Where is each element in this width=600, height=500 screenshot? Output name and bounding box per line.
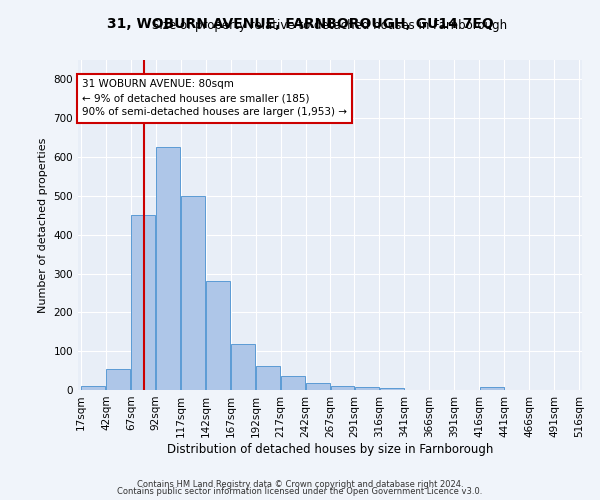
Bar [231, 344, 255, 390]
Bar [306, 383, 330, 390]
Y-axis label: Number of detached properties: Number of detached properties [38, 138, 48, 312]
Bar [82, 386, 106, 390]
Text: Contains HM Land Registry data © Crown copyright and database right 2024.: Contains HM Land Registry data © Crown c… [137, 480, 463, 489]
Text: Contains public sector information licensed under the Open Government Licence v3: Contains public sector information licen… [118, 487, 482, 496]
Bar [157, 148, 180, 390]
Text: 31 WOBURN AVENUE: 80sqm
← 9% of detached houses are smaller (185)
90% of semi-de: 31 WOBURN AVENUE: 80sqm ← 9% of detached… [82, 80, 347, 118]
Text: 31, WOBURN AVENUE, FARNBOROUGH, GU14 7EQ: 31, WOBURN AVENUE, FARNBOROUGH, GU14 7EQ [107, 18, 493, 32]
Bar [355, 387, 379, 390]
Bar [181, 196, 205, 390]
Bar [256, 366, 280, 390]
Bar [281, 376, 305, 390]
X-axis label: Distribution of detached houses by size in Farnborough: Distribution of detached houses by size … [167, 442, 493, 456]
Bar [206, 282, 230, 390]
Bar [106, 368, 130, 390]
Bar [380, 388, 404, 390]
Bar [331, 386, 354, 390]
Title: Size of property relative to detached houses in Farnborough: Size of property relative to detached ho… [152, 20, 508, 32]
Bar [131, 216, 155, 390]
Bar [480, 387, 503, 390]
